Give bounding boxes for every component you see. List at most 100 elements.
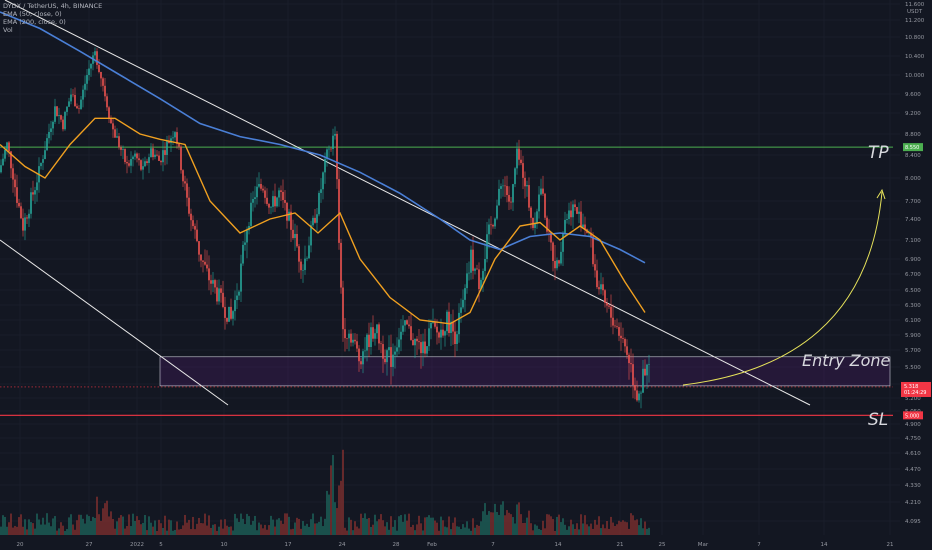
volume-bar (522, 522, 524, 535)
volume-bar (512, 517, 514, 535)
candle-body (22, 218, 24, 231)
candle-body (132, 156, 134, 160)
volume-bar (82, 518, 84, 535)
candle-body (142, 166, 144, 170)
candle-body (424, 341, 426, 354)
candle-body (200, 254, 202, 261)
volume-bar (428, 515, 430, 535)
candle-body (426, 346, 428, 354)
volume-bar (248, 516, 250, 535)
volume-bar (278, 518, 280, 535)
entry-zone-box[interactable] (159, 356, 891, 387)
price-tick-label: 4.610 (905, 451, 921, 457)
volume-bar (594, 519, 596, 535)
volume-bar (556, 516, 558, 535)
volume-legend[interactable]: Vol (3, 26, 13, 34)
candle-body (602, 284, 604, 291)
candle-body (80, 99, 82, 109)
volume-bar (476, 524, 478, 535)
candle-body (414, 338, 416, 346)
channel-lower-trendline[interactable] (0, 239, 229, 406)
candle-body (476, 268, 478, 270)
volume-bar (380, 514, 382, 535)
candle-body (428, 328, 430, 347)
candle-body (10, 151, 12, 169)
volume-bar (356, 526, 358, 535)
candle-body (464, 288, 466, 300)
price-axis[interactable] (900, 0, 932, 550)
ema50-legend[interactable]: EMA (50, close, 0) (3, 10, 62, 18)
projection-arrow[interactable] (682, 191, 883, 386)
candle-body (622, 338, 624, 339)
candle-body (408, 324, 410, 327)
candlestick-series (0, 47, 650, 409)
candle-body (584, 224, 586, 230)
candle-body (18, 202, 20, 207)
ema200-legend[interactable]: EMA (200, close, 0) (3, 18, 66, 26)
candle-body (94, 51, 96, 56)
candle-body (324, 158, 326, 173)
candle-body (496, 205, 498, 219)
volume-bar (486, 514, 488, 535)
volume-bar (424, 517, 426, 535)
candle-body (364, 350, 366, 352)
candle-body (178, 143, 180, 147)
volume-bar (494, 503, 496, 535)
candle-body (2, 158, 4, 166)
candle-body (494, 218, 496, 227)
volume-bar (508, 512, 510, 535)
candle-body (488, 224, 490, 235)
candle-body (194, 226, 196, 230)
volume-bar (164, 515, 166, 535)
price-tick-label: 5.700 (905, 348, 921, 354)
volume-bar (548, 514, 550, 535)
volume-bar (606, 520, 608, 535)
price-tick-label: 8.400 (905, 153, 921, 159)
candle-body (522, 163, 524, 178)
candle-body (592, 236, 594, 265)
volume-bar (186, 522, 188, 535)
volume-bar (178, 529, 180, 535)
volume-bar (354, 521, 356, 535)
candle-body (184, 181, 186, 184)
volume-bar (318, 521, 320, 535)
volume-bar (456, 526, 458, 535)
candle-body (484, 258, 486, 271)
candle-body (102, 78, 104, 86)
candle-body (350, 333, 352, 343)
candle-body (430, 322, 432, 329)
candle-body (326, 149, 328, 159)
candle-body (128, 163, 130, 166)
projection-arrowhead (876, 188, 886, 200)
candle-body (356, 341, 358, 349)
time-tick-label: 27 (86, 542, 93, 548)
candle-body (276, 197, 278, 207)
volume-bar (0, 526, 2, 535)
candle-body (480, 279, 482, 290)
candle-body (526, 185, 528, 187)
volume-bar (288, 516, 290, 535)
volume-bar (542, 520, 544, 535)
volume-bar (62, 525, 64, 535)
price-tick-label: 6.500 (905, 288, 921, 294)
volume-bar (452, 522, 454, 535)
candle-body (108, 107, 110, 119)
candle-body (268, 203, 270, 208)
candle-body (338, 179, 340, 243)
candle-body (228, 306, 230, 322)
volume-bar (336, 508, 338, 535)
volume-bar (622, 520, 624, 535)
candle-body (392, 354, 394, 367)
volume-bar (18, 517, 20, 535)
candle-body (368, 334, 370, 348)
volume-bar (530, 523, 532, 535)
volume-bar (272, 519, 274, 535)
volume-bar (634, 520, 636, 535)
volume-bar (72, 524, 74, 535)
channel-upper-trendline[interactable] (4, 0, 811, 406)
entry-zone-label: Entry Zone (802, 351, 891, 370)
candle-body (566, 218, 568, 220)
volume-bar (24, 519, 26, 535)
volume-bar (612, 522, 614, 535)
